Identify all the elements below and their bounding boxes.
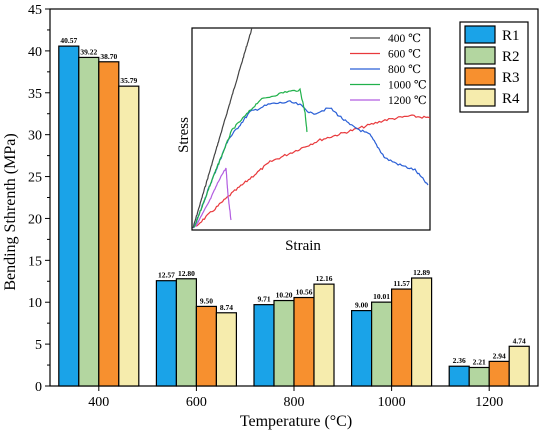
y-tick-label: 20: [28, 212, 42, 227]
bar-value-label: 9.50: [200, 296, 213, 305]
bar-value-label: 39.22: [80, 47, 97, 56]
bar-R4-1200: [508, 345, 530, 387]
bar-R2-800: [273, 299, 295, 387]
legend-label: R1: [502, 28, 520, 44]
bar-R3-600: [195, 305, 217, 387]
inset-curve-1200: [195, 167, 232, 227]
bar-value-label: 9.71: [257, 295, 270, 304]
y-tick-label: 30: [28, 129, 42, 144]
bar-value-label: 4.74: [513, 336, 526, 345]
bar-value-label: 2.94: [493, 351, 506, 360]
bar-value-label: 10.01: [373, 292, 390, 301]
y-tick-label: 25: [28, 171, 42, 186]
bar-value-label: 12.80: [178, 269, 195, 278]
x-axis-title: Temperature (°C): [240, 413, 352, 430]
bar-R4-400: [118, 85, 140, 387]
bar-R1-400: [58, 45, 80, 387]
bar-value-label: 9.00: [355, 301, 368, 310]
legend-swatch-R3: [464, 67, 496, 86]
bar-value-label: 10.56: [296, 288, 313, 297]
legend-swatch-R2: [464, 46, 496, 65]
legend-swatch-R1: [464, 25, 496, 44]
inset-curve-600: [193, 114, 430, 228]
inset-legend-label: 400 ℃: [388, 33, 421, 45]
bar-R4-800: [313, 283, 335, 387]
bar-R2-1000: [371, 301, 393, 387]
inset-curve-400: [192, 28, 253, 229]
bar-R3-1200: [488, 360, 510, 387]
bar-value-label: 35.79: [120, 76, 137, 85]
bar-value-label: 12.89: [413, 268, 430, 277]
x-tick-label: 600: [186, 395, 207, 410]
bar-R2-600: [175, 278, 197, 387]
bar-R3-400: [98, 61, 120, 387]
y-tick-label: 10: [28, 296, 42, 311]
legend-swatch-R4: [464, 88, 496, 107]
x-tick-label: 800: [284, 395, 305, 410]
inset-y-title: Stress: [176, 117, 192, 153]
bar-value-label: 40.57: [60, 36, 77, 45]
y-tick-label: 5: [35, 338, 42, 353]
inset-legend-label: 1000 ℃: [388, 80, 427, 92]
x-tick-label: 1000: [378, 395, 406, 410]
bar-R3-1000: [391, 288, 413, 387]
bar-R2-1200: [468, 366, 490, 387]
bar-value-label: 10.20: [276, 291, 293, 300]
legend-label: R3: [502, 70, 520, 86]
x-tick-label: 400: [88, 395, 109, 410]
bar-R1-1000: [351, 310, 373, 387]
bar-value-label: 2.21: [473, 357, 486, 366]
y-tick-label: 15: [28, 254, 42, 269]
bar-value-label: 12.16: [316, 274, 333, 283]
legend-label: R4: [502, 91, 520, 107]
bar-R4-1000: [411, 277, 433, 387]
inset-x-title: Strain: [285, 238, 321, 254]
legend-label: R2: [502, 49, 520, 65]
bar-R4-600: [215, 312, 237, 387]
inset-legend-label: 800 ℃: [388, 64, 421, 76]
inset-legend-label: 1200 ℃: [388, 95, 427, 107]
inset-legend-label: 600 ℃: [388, 49, 421, 61]
bar-R1-800: [253, 304, 275, 387]
x-tick-label: 1200: [475, 395, 503, 410]
bar-R1-600: [155, 280, 177, 387]
inset-curve-1000: [193, 87, 308, 228]
bar-value-label: 11.57: [393, 279, 410, 288]
y-axis-title: Bending Sthrenth (MPa): [2, 133, 19, 290]
bar-value-label: 2.36: [453, 356, 466, 365]
y-tick-label: 45: [28, 3, 42, 18]
y-tick-label: 0: [35, 380, 42, 395]
bar-value-label: 38.70: [100, 52, 117, 61]
bar-R1-1200: [448, 365, 470, 387]
bar-R2-400: [78, 56, 100, 387]
y-tick-label: 35: [28, 87, 42, 102]
y-tick-label: 40: [28, 45, 42, 60]
bar-R3-800: [293, 296, 315, 387]
bar-value-label: 12.57: [158, 271, 175, 280]
bar-value-label: 8.74: [220, 303, 233, 312]
